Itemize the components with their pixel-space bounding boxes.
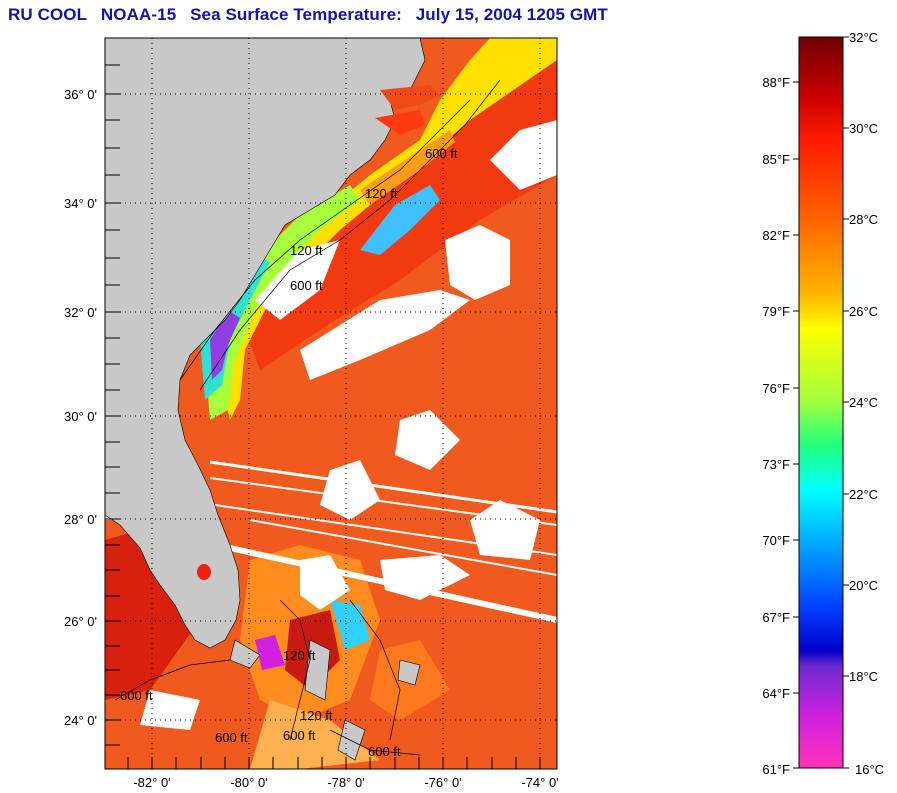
colorbar-fahrenheit-label: 70°F bbox=[762, 533, 790, 548]
colorbar-celsius-label: 30°C bbox=[849, 121, 879, 136]
lat-label: 28° 0' bbox=[64, 512, 97, 527]
contour-120ft bbox=[179, 99, 471, 381]
title-org: RU COOL bbox=[8, 5, 88, 24]
lat-label: 34° 0' bbox=[64, 196, 97, 211]
lon-label: -80° 0' bbox=[230, 775, 267, 790]
colorbar-celsius-label: 18°C bbox=[849, 669, 879, 684]
lat-label: 26° 0' bbox=[64, 614, 97, 629]
colorbar-fahrenheit-label: 82°F bbox=[762, 228, 790, 243]
title-satellite: NOAA-15 bbox=[100, 5, 177, 24]
graticule bbox=[105, 38, 557, 769]
contour-600ft bbox=[199, 79, 501, 391]
colorbar-fahrenheit-label: 85°F bbox=[762, 152, 790, 167]
colorbar-celsius-label: 24°C bbox=[849, 395, 879, 410]
contour-label: 120 ft bbox=[365, 186, 398, 201]
colorbar-ticks bbox=[793, 36, 849, 769]
colorbar-fahrenheit-label: 88°F bbox=[762, 75, 790, 90]
lat-label: 30° 0' bbox=[64, 409, 97, 424]
lon-label: -74° 0' bbox=[521, 775, 558, 790]
colorbar-fahrenheit-label: 64°F bbox=[762, 686, 790, 701]
contour-label: 600 ft bbox=[290, 278, 323, 293]
colorbar-fahrenheit-label: 73°F bbox=[762, 457, 790, 472]
cloud-patch bbox=[300, 290, 470, 380]
land-mass bbox=[105, 38, 426, 649]
contour-label: 600 ft bbox=[215, 730, 248, 745]
colorbar-celsius-label: 28°C bbox=[849, 212, 879, 227]
lon-ticks bbox=[127, 757, 541, 769]
lat-ticks bbox=[105, 64, 120, 746]
colorbar-celsius-label: 16°C bbox=[855, 762, 885, 777]
plot-title: RU COOL NOAA-15 Sea Surface Temperature:… bbox=[8, 5, 617, 25]
map-frame bbox=[104, 37, 558, 770]
colorbar-fahrenheit-label: 79°F bbox=[762, 304, 790, 319]
cloud-patch bbox=[445, 225, 510, 300]
colorbar-celsius-label: 22°C bbox=[849, 487, 879, 502]
colorbar-celsius-label: 32°C bbox=[849, 30, 879, 45]
lon-label: -82° 0' bbox=[133, 775, 170, 790]
colorbar-fahrenheit-label: 76°F bbox=[762, 381, 790, 396]
map-area: 120 ft 600 ft 120 ft 600 ft 120 ft 600 f… bbox=[105, 38, 557, 769]
contour-label: 600 ft bbox=[283, 728, 316, 743]
title-product: Sea Surface Temperature: bbox=[190, 5, 402, 24]
contour-label: 600 ft bbox=[425, 146, 458, 161]
title-date: July 15, 2004 1205 GMT bbox=[415, 5, 608, 24]
shelf-water bbox=[220, 38, 557, 420]
lat-label: 24° 0' bbox=[64, 713, 97, 728]
lon-label: -76° 0' bbox=[424, 775, 461, 790]
contour-label: 120 ft bbox=[283, 648, 316, 663]
lat-label: 36° 0' bbox=[64, 87, 97, 102]
contour-label: 120 ft bbox=[300, 708, 333, 723]
colorbar-fahrenheit-label: 61°F bbox=[762, 762, 790, 777]
contour-label: 600 ft bbox=[120, 688, 153, 703]
lon-label: -78° 0' bbox=[327, 775, 364, 790]
colorbar-celsius-label: 20°C bbox=[849, 578, 879, 593]
colorbar-celsius-label: 26°C bbox=[849, 304, 879, 319]
contour-label: 600 ft bbox=[368, 744, 401, 759]
lat-label: 32° 0' bbox=[64, 305, 97, 320]
contour-label: 120 ft bbox=[290, 243, 323, 258]
colorbar bbox=[798, 36, 844, 769]
colorbar-fahrenheit-label: 67°F bbox=[762, 610, 790, 625]
